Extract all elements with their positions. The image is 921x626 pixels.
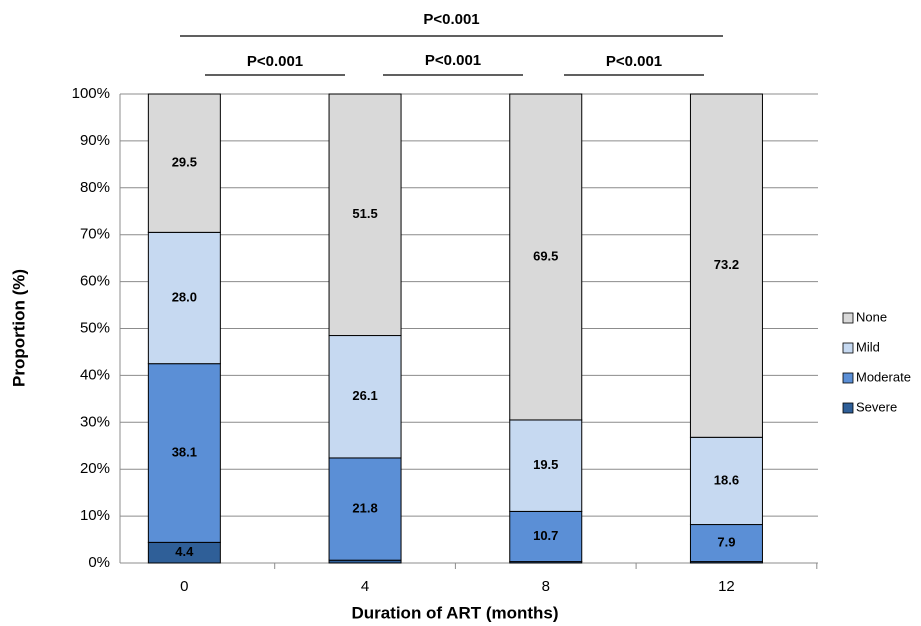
- y-axis-title: Proportion (%): [9, 269, 28, 387]
- y-tick-label: 10%: [80, 507, 110, 524]
- x-tick-label: 4: [361, 578, 369, 595]
- legend-label: Mild: [856, 339, 880, 354]
- data-label: 29.5: [172, 155, 197, 170]
- data-label: 73.2: [714, 257, 739, 272]
- data-label: 4.4: [175, 544, 194, 559]
- annotation: P<0.001: [423, 11, 479, 28]
- x-tick-label: 8: [542, 578, 550, 595]
- bar-segment: [328, 93, 402, 337]
- x-axis-title: Duration of ART (months): [351, 603, 558, 622]
- data-label: 26.1: [352, 388, 377, 403]
- y-tick-label: 50%: [80, 319, 110, 336]
- bar-segment: [509, 510, 583, 563]
- legend-label: Severe: [856, 399, 897, 414]
- bar-segment: [689, 93, 763, 438]
- annotation: P<0.001: [247, 53, 303, 70]
- annotation: P<0.001: [606, 53, 662, 70]
- data-label: 51.5: [352, 206, 377, 221]
- data-label: 18.6: [714, 472, 739, 487]
- y-tick-label: 60%: [80, 273, 110, 290]
- x-tick-label: 12: [718, 578, 735, 595]
- data-label: 28.0: [172, 289, 197, 304]
- x-tick-label: 0: [180, 578, 188, 595]
- y-tick-label: 40%: [80, 366, 110, 383]
- legend-swatch: [842, 372, 854, 384]
- legend-swatch: [842, 402, 854, 414]
- bar-segment: [509, 419, 583, 512]
- data-label: 69.5: [533, 248, 558, 263]
- y-tick-label: 70%: [80, 226, 110, 243]
- y-tick-label: 100%: [72, 85, 110, 102]
- data-label: 38.1: [172, 444, 197, 459]
- legend-swatch: [842, 342, 854, 354]
- legend-swatch: [842, 312, 854, 324]
- bar-segment: [147, 231, 221, 365]
- bar-segment: [328, 457, 402, 561]
- annotation: P<0.001: [425, 52, 481, 69]
- y-tick-label: 80%: [80, 179, 110, 196]
- legend-label: None: [856, 309, 887, 324]
- y-tick-label: 30%: [80, 413, 110, 430]
- bar-segment: [328, 335, 402, 459]
- data-label: 19.5: [533, 457, 558, 472]
- data-label: 10.7: [533, 528, 558, 543]
- y-tick-label: 20%: [80, 460, 110, 477]
- y-tick-label: 90%: [80, 132, 110, 149]
- bar-segment: [509, 93, 583, 421]
- bar-segment: [689, 524, 763, 563]
- y-tick-label: 0%: [88, 554, 110, 571]
- bar-segment: [147, 93, 221, 233]
- data-label: 21.8: [352, 501, 377, 516]
- data-label: 7.9: [717, 535, 735, 550]
- legend-label: Moderate: [856, 369, 911, 384]
